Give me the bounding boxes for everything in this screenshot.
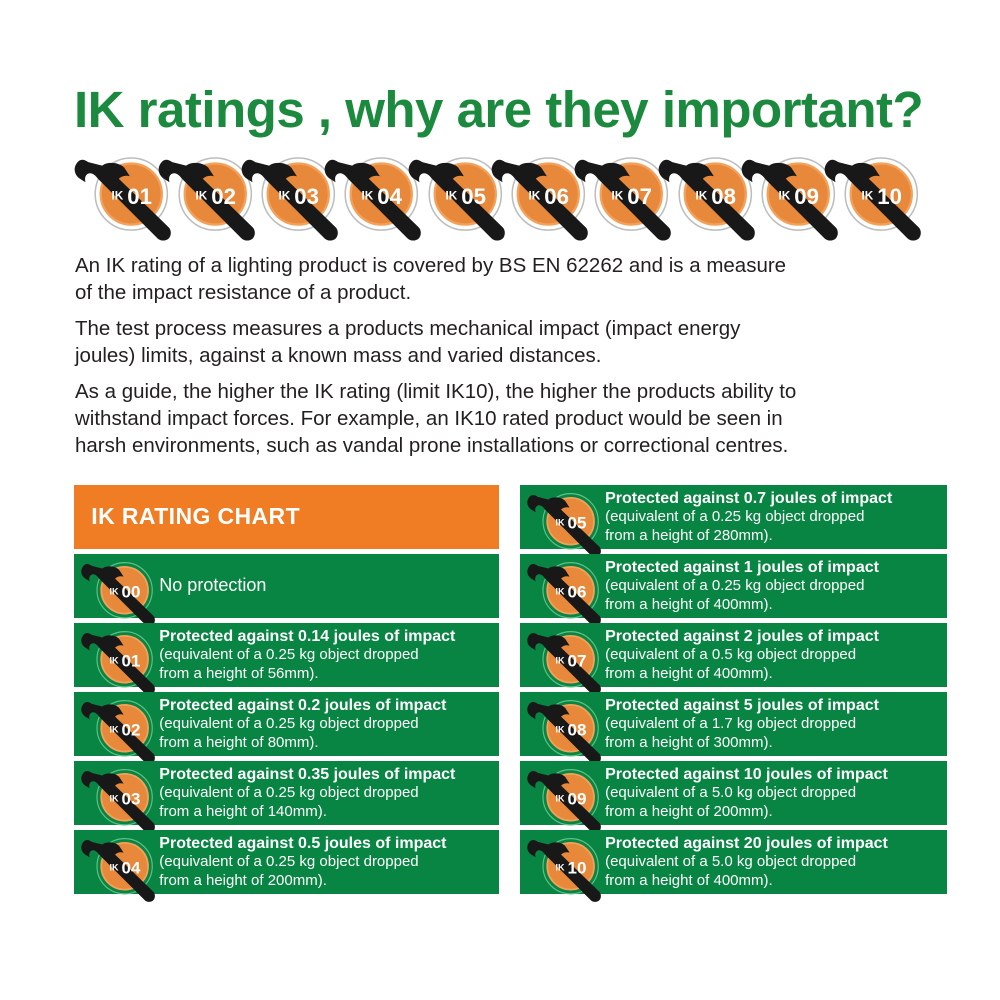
svg-text:04: 04 xyxy=(122,858,141,877)
svg-text:03: 03 xyxy=(122,789,141,808)
svg-text:10: 10 xyxy=(568,858,587,877)
svg-text:05: 05 xyxy=(568,513,587,532)
svg-text:01: 01 xyxy=(122,651,141,670)
svg-text:IK: IK xyxy=(556,655,566,665)
svg-text:IK: IK xyxy=(556,517,566,527)
svg-text:IK: IK xyxy=(556,862,566,872)
svg-text:IK: IK xyxy=(556,724,566,734)
svg-text:09: 09 xyxy=(568,789,587,808)
svg-text:06: 06 xyxy=(568,582,587,601)
svg-text:IK: IK xyxy=(110,655,120,665)
svg-text:IK: IK xyxy=(110,793,120,803)
svg-text:IK: IK xyxy=(110,724,120,734)
svg-text:07: 07 xyxy=(568,651,587,670)
svg-text:08: 08 xyxy=(568,720,587,739)
svg-text:02: 02 xyxy=(122,720,141,739)
svg-text:IK: IK xyxy=(110,586,120,596)
svg-text:IK: IK xyxy=(556,586,566,596)
svg-text:IK: IK xyxy=(110,862,120,872)
svg-text:00: 00 xyxy=(122,582,141,601)
svg-text:IK: IK xyxy=(556,793,566,803)
